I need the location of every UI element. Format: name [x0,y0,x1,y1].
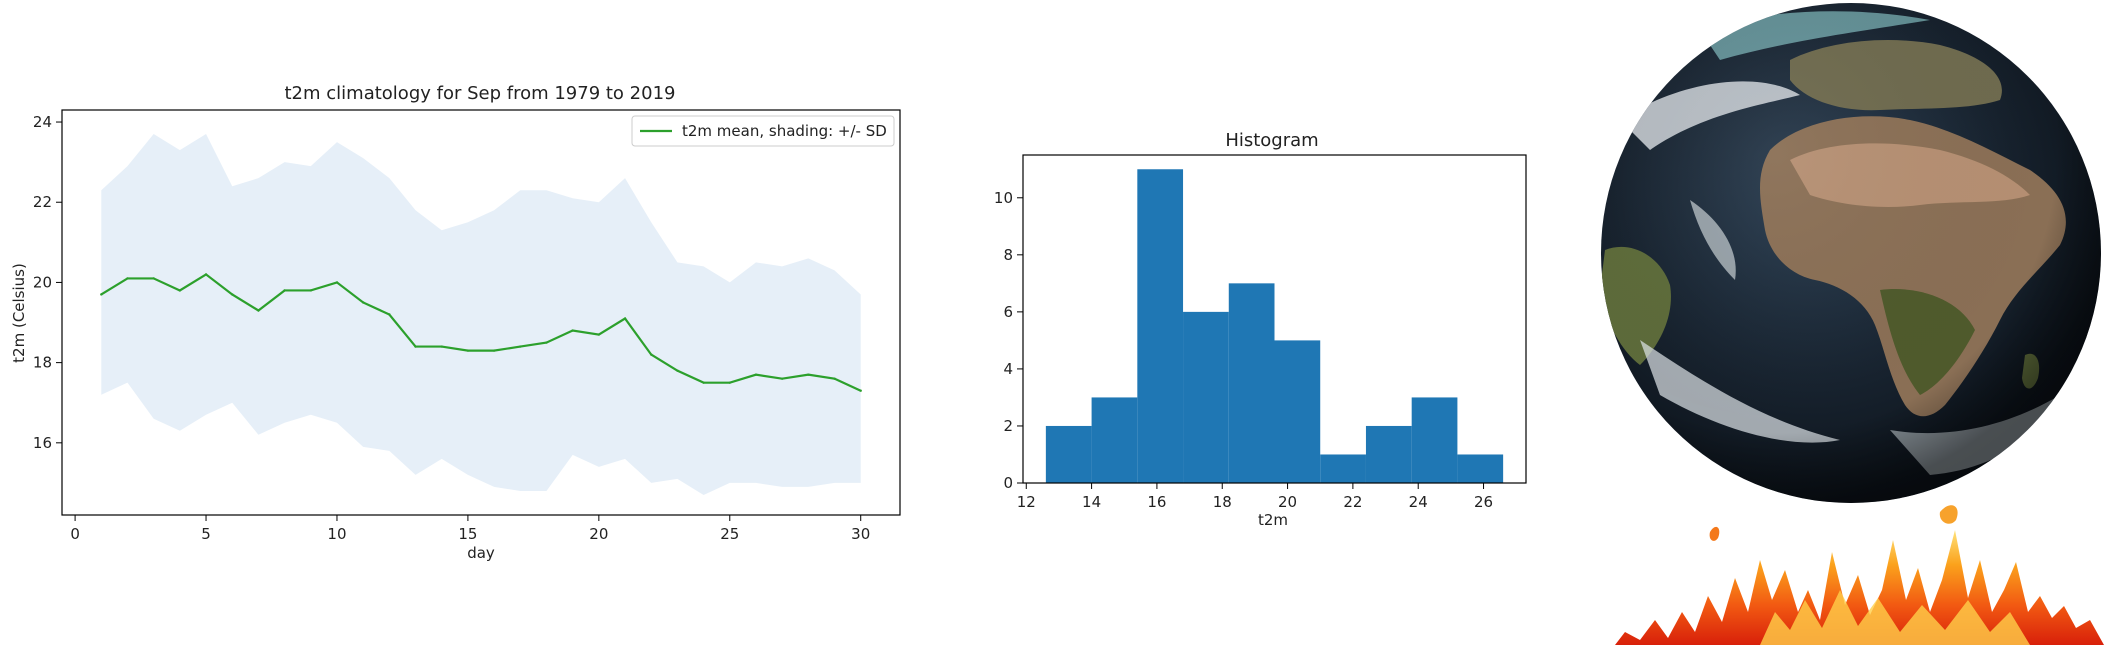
x-axis: 12 14 16 18 20 22 24 26 [1017,483,1493,511]
data-point [335,281,339,284]
y-tick-label: 0 [1003,474,1013,492]
chart-title: Histogram [1225,130,1318,151]
data-point [859,389,862,392]
y-axis-label: t2m (Celsius) [10,263,28,363]
y-tick-label: 8 [1003,246,1013,264]
y-tick-label: 18 [33,354,52,372]
x-tick-label: 10 [327,525,346,543]
data-point [833,377,836,380]
data-point [702,381,705,384]
histogram-bar [1183,311,1229,483]
y-tick-label: 24 [33,113,52,131]
data-point [676,369,679,372]
histogram-bar [1457,454,1504,483]
x-tick-label: 15 [458,525,477,543]
climatology-line-chart: t2m climatology for Sep from 1979 to 201… [10,83,901,562]
histogram-bar [1228,283,1275,483]
y-tick-label: 16 [33,434,52,452]
data-point [152,277,155,280]
y-tick-label: 22 [33,193,52,211]
plot-frame [1022,154,1527,484]
data-point [597,333,601,336]
data-point [780,377,784,380]
histogram-bar [1365,425,1412,483]
data-point [623,317,627,320]
y-tick-label: 20 [33,273,52,291]
data-point [309,289,312,292]
x-axis-label: day [467,544,495,562]
y-axis: 0 2 4 6 8 10 [994,189,1023,492]
x-tick-label: 0 [70,525,80,543]
x-tick-label: 12 [1017,493,1036,511]
x-tick-label: 20 [1278,493,1297,511]
fire-flames-image [1615,505,2104,645]
data-point [231,293,234,296]
x-tick-label: 25 [720,525,739,543]
data-point [283,289,286,292]
ember [1939,505,1958,524]
data-point [126,277,129,280]
y-tick-label: 2 [1003,417,1013,435]
histogram-bar [1320,454,1366,483]
legend-box [631,115,895,147]
data-point [545,341,548,344]
data-point [178,289,182,292]
histogram-bar [1137,169,1184,483]
data-point [257,309,260,312]
earth-globe-image [1601,3,2101,503]
histogram-bar [1091,397,1138,483]
data-point [204,273,208,276]
sd-shading-band [101,134,861,495]
histogram-bar [1411,397,1458,483]
x-tick-label: 26 [1474,493,1493,511]
data-point [100,293,103,296]
data-point [728,381,731,384]
histogram-bar [1045,425,1092,483]
x-axis-label: t2m [1258,511,1288,529]
data-point [414,345,417,348]
legend-entry: t2m mean, shading: +/- SD [682,122,887,140]
x-tick-label: 20 [589,525,608,543]
x-tick-label: 5 [201,525,211,543]
data-point [440,345,443,348]
t2m-mean-line [100,273,862,392]
data-point [754,373,758,376]
data-point [466,349,470,352]
data-point [388,313,391,316]
y-tick-label: 4 [1003,360,1013,378]
data-point [519,345,522,348]
ember [1709,526,1720,541]
x-tick-label: 30 [851,525,870,543]
plot-frame [61,109,901,516]
flame-inner [1760,590,2030,645]
x-tick-label: 14 [1082,493,1101,511]
flame-row [1615,530,2104,645]
data-point [492,349,496,352]
data-point [807,373,810,376]
data-point [650,353,653,356]
chart-title: t2m climatology for Sep from 1979 to 201… [285,83,676,104]
histogram-bar [1274,340,1321,483]
x-tick-label: 24 [1409,493,1428,511]
y-tick-label: 10 [994,189,1013,207]
y-tick-label: 6 [1003,303,1013,321]
x-tick-label: 16 [1147,493,1166,511]
y-axis: 16 18 20 22 24 [33,113,62,452]
x-tick-label: 22 [1343,493,1362,511]
data-point [361,301,365,304]
x-axis: 0 5 10 15 20 25 30 [70,515,870,543]
x-tick-label: 18 [1213,493,1232,511]
legend: t2m mean, shading: +/- SD [631,115,895,147]
data-point [571,329,574,332]
